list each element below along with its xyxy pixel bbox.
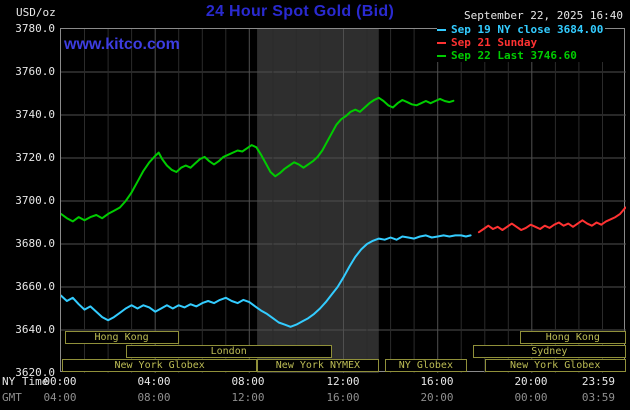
legend-label: Sep 19 NY close 3684.00 [451,23,604,36]
x-axis-tick-label-gmt: 20:00 [420,391,454,404]
chart-title: 24 Hour Spot Gold (Bid) [205,3,395,20]
legend: Sep 19 NY close 3684.00 Sep 21 Sunday Sep … [437,23,606,62]
x-axis-tick-label-ny: 12:00 [326,375,360,388]
legend-item: Sep 21 Sunday [437,36,603,49]
session-box: Hong Kong [520,331,626,344]
kitco-watermark-link[interactable]: www.kitco.com [64,36,180,53]
x-axis-tick-label-ny: 04:00 [137,375,171,388]
session-box: Sydney [473,345,626,358]
session-box: New York Globex [484,359,626,372]
legend-dash-icon [437,29,446,31]
legend-label: Sep 22 Last 3746.60 [451,49,577,62]
y-axis-tick-label: 3620.0 [15,366,55,379]
x-axis-tick-label-ny: 20:00 [514,375,548,388]
x-axis-tick-label-gmt: 12:00 [231,391,265,404]
x-axis-tick-label-gmt: 08:00 [137,391,171,404]
y-axis-tick-label: 3660.0 [15,280,55,293]
plot-canvas [61,29,626,373]
legend-item: Sep 22 Last 3746.60 [437,49,603,62]
legend-label: Sep 21 Sunday [451,36,538,49]
y-axis-tick-label: 3720.0 [15,151,55,164]
legend-dash-icon [437,42,446,44]
x-axis-tick-label-ny: 23:59 [581,375,615,388]
ny-time-axis-label: NY Time [2,375,49,388]
price-units-label: USD/oz [16,6,56,19]
session-box: New York Globex [62,359,258,372]
y-axis-tick-label: 3700.0 [15,194,55,207]
session-box: New York NYMEX [257,359,379,372]
price-line-sep21 [477,206,626,234]
x-axis-tick-label-gmt: 00:00 [514,391,548,404]
y-axis-tick-label: 3760.0 [15,65,55,78]
session-box: Hong Kong [64,331,179,344]
session-box: London [125,345,332,358]
x-axis-tick-label-gmt: 04:00 [43,391,77,404]
legend-item: Sep 19 NY close 3684.00 [437,23,603,36]
x-axis-tick-label-gmt: 03:59 [581,391,615,404]
x-axis-tick-label-ny: 16:00 [420,375,454,388]
y-axis-tick-label: 3740.0 [15,108,55,121]
session-box: NY Globex [384,359,468,372]
x-axis-tick-label-gmt: 16:00 [326,391,360,404]
price-line-sep22 [61,96,455,223]
gmt-axis-label: GMT [2,391,22,404]
chart-datetime: September 22, 2025 16:40 [464,9,623,22]
y-axis-tick-label: 3680.0 [15,237,55,250]
plot-area: Hong Kong Hong Kong London Sydney New York G… [60,28,626,373]
legend-dash-icon [437,55,446,57]
y-axis-tick-label: 3640.0 [15,323,55,336]
x-axis-tick-label-ny: 08:00 [231,375,265,388]
price-line-sep19 [61,234,472,328]
y-axis-tick-label: 3780.0 [15,22,55,35]
x-axis-tick-label-ny: 00:00 [43,375,77,388]
